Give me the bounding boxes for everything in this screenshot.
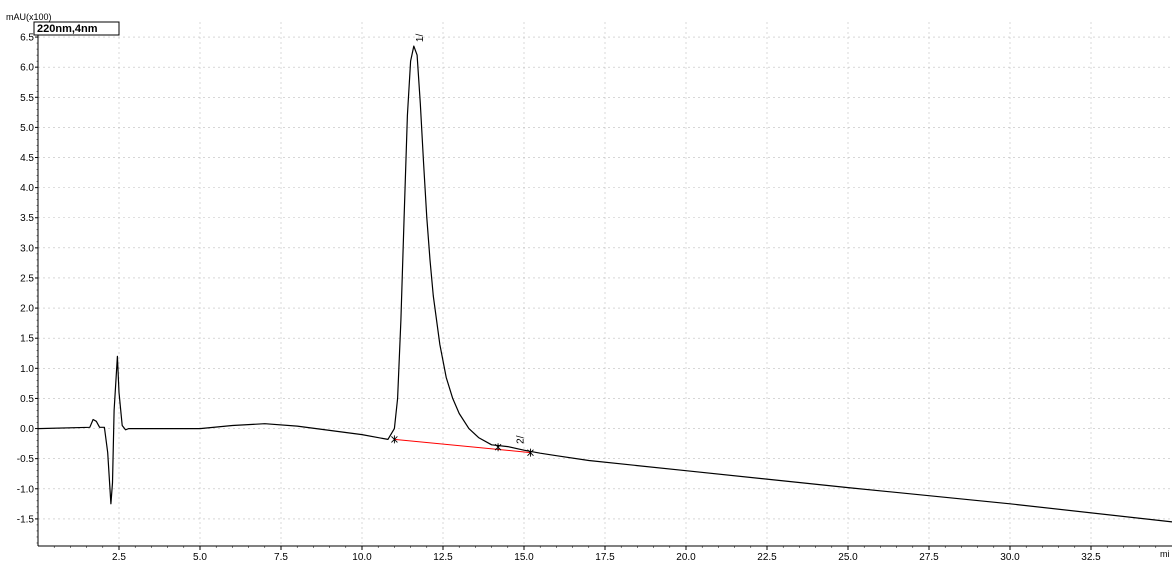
y-tick-label: -1.5 [17,514,35,525]
x-tick-label: 12.5 [433,552,453,561]
x-tick-label: 22.5 [757,552,777,561]
series-layer [37,45,1172,523]
x-tick-label: 15.0 [514,552,534,561]
integration-mark [494,443,502,452]
y-tick-label: 4.0 [20,183,34,194]
x-tick-label: 17.5 [595,552,615,561]
x-tick-label: 32.5 [1081,552,1101,561]
y-tick-label: 4.5 [20,153,34,164]
y-tick-label: 2.5 [20,273,34,284]
x-tick-label: 5.0 [193,552,207,561]
y-tick-label: -1.0 [17,484,35,495]
grid-layer [38,22,1172,546]
y-tick-label: 0.5 [20,394,34,405]
x-axis-unit-label: mi [1160,549,1170,559]
y-tick-label: 1.0 [20,364,34,375]
y-ticks: 6.5 6.0 5.5 5.0 4.5 4.0 3.5 3.0 2.5 2.0 1.5 1.0 0.5 0… [17,24,38,544]
baseline-line [394,438,531,454]
peak-labels: 1/2/ [415,34,526,444]
integration-mark [527,448,534,457]
x-ticks: 2.5 5.0 7.5 10.0 12.5 15.0 17.5 20.0 22.5 25.0 27.… [53,546,1157,561]
peak-label: 1/ [415,34,426,43]
integration-mark [391,435,398,444]
y-tick-label: 5.0 [20,123,34,134]
x-tick-label: 25.0 [838,552,858,561]
y-tick-label: 0.0 [20,424,34,435]
y-tick-label: 3.5 [20,213,34,224]
y-tick-label: 3.0 [20,243,34,254]
x-tick-label: 30.0 [1000,552,1020,561]
integration-marks [391,435,534,457]
y-tick-label: 5.5 [20,93,34,104]
channel-label-box: 220nm,4nm [33,21,120,36]
channel-label: 220nm,4nm [37,23,98,35]
x-tick-label: 27.5 [919,552,939,561]
x-tick-label: 7.5 [274,552,288,561]
x-tick-label: 10.0 [352,552,372,561]
y-axis-unit-label: mAU(x100) [6,12,52,22]
x-tick-label: 2.5 [112,552,126,561]
y-tick-label: 6.0 [20,63,34,74]
y-tick-label: 1.5 [20,334,34,345]
chromatogram-trace [37,45,1172,523]
y-tick-label: -0.5 [17,454,35,465]
y-tick-label: 6.5 [20,33,34,44]
x-tick-label: 20.0 [676,552,696,561]
y-tick-label: 2.0 [20,304,34,315]
peak-label: 2/ [516,435,527,444]
